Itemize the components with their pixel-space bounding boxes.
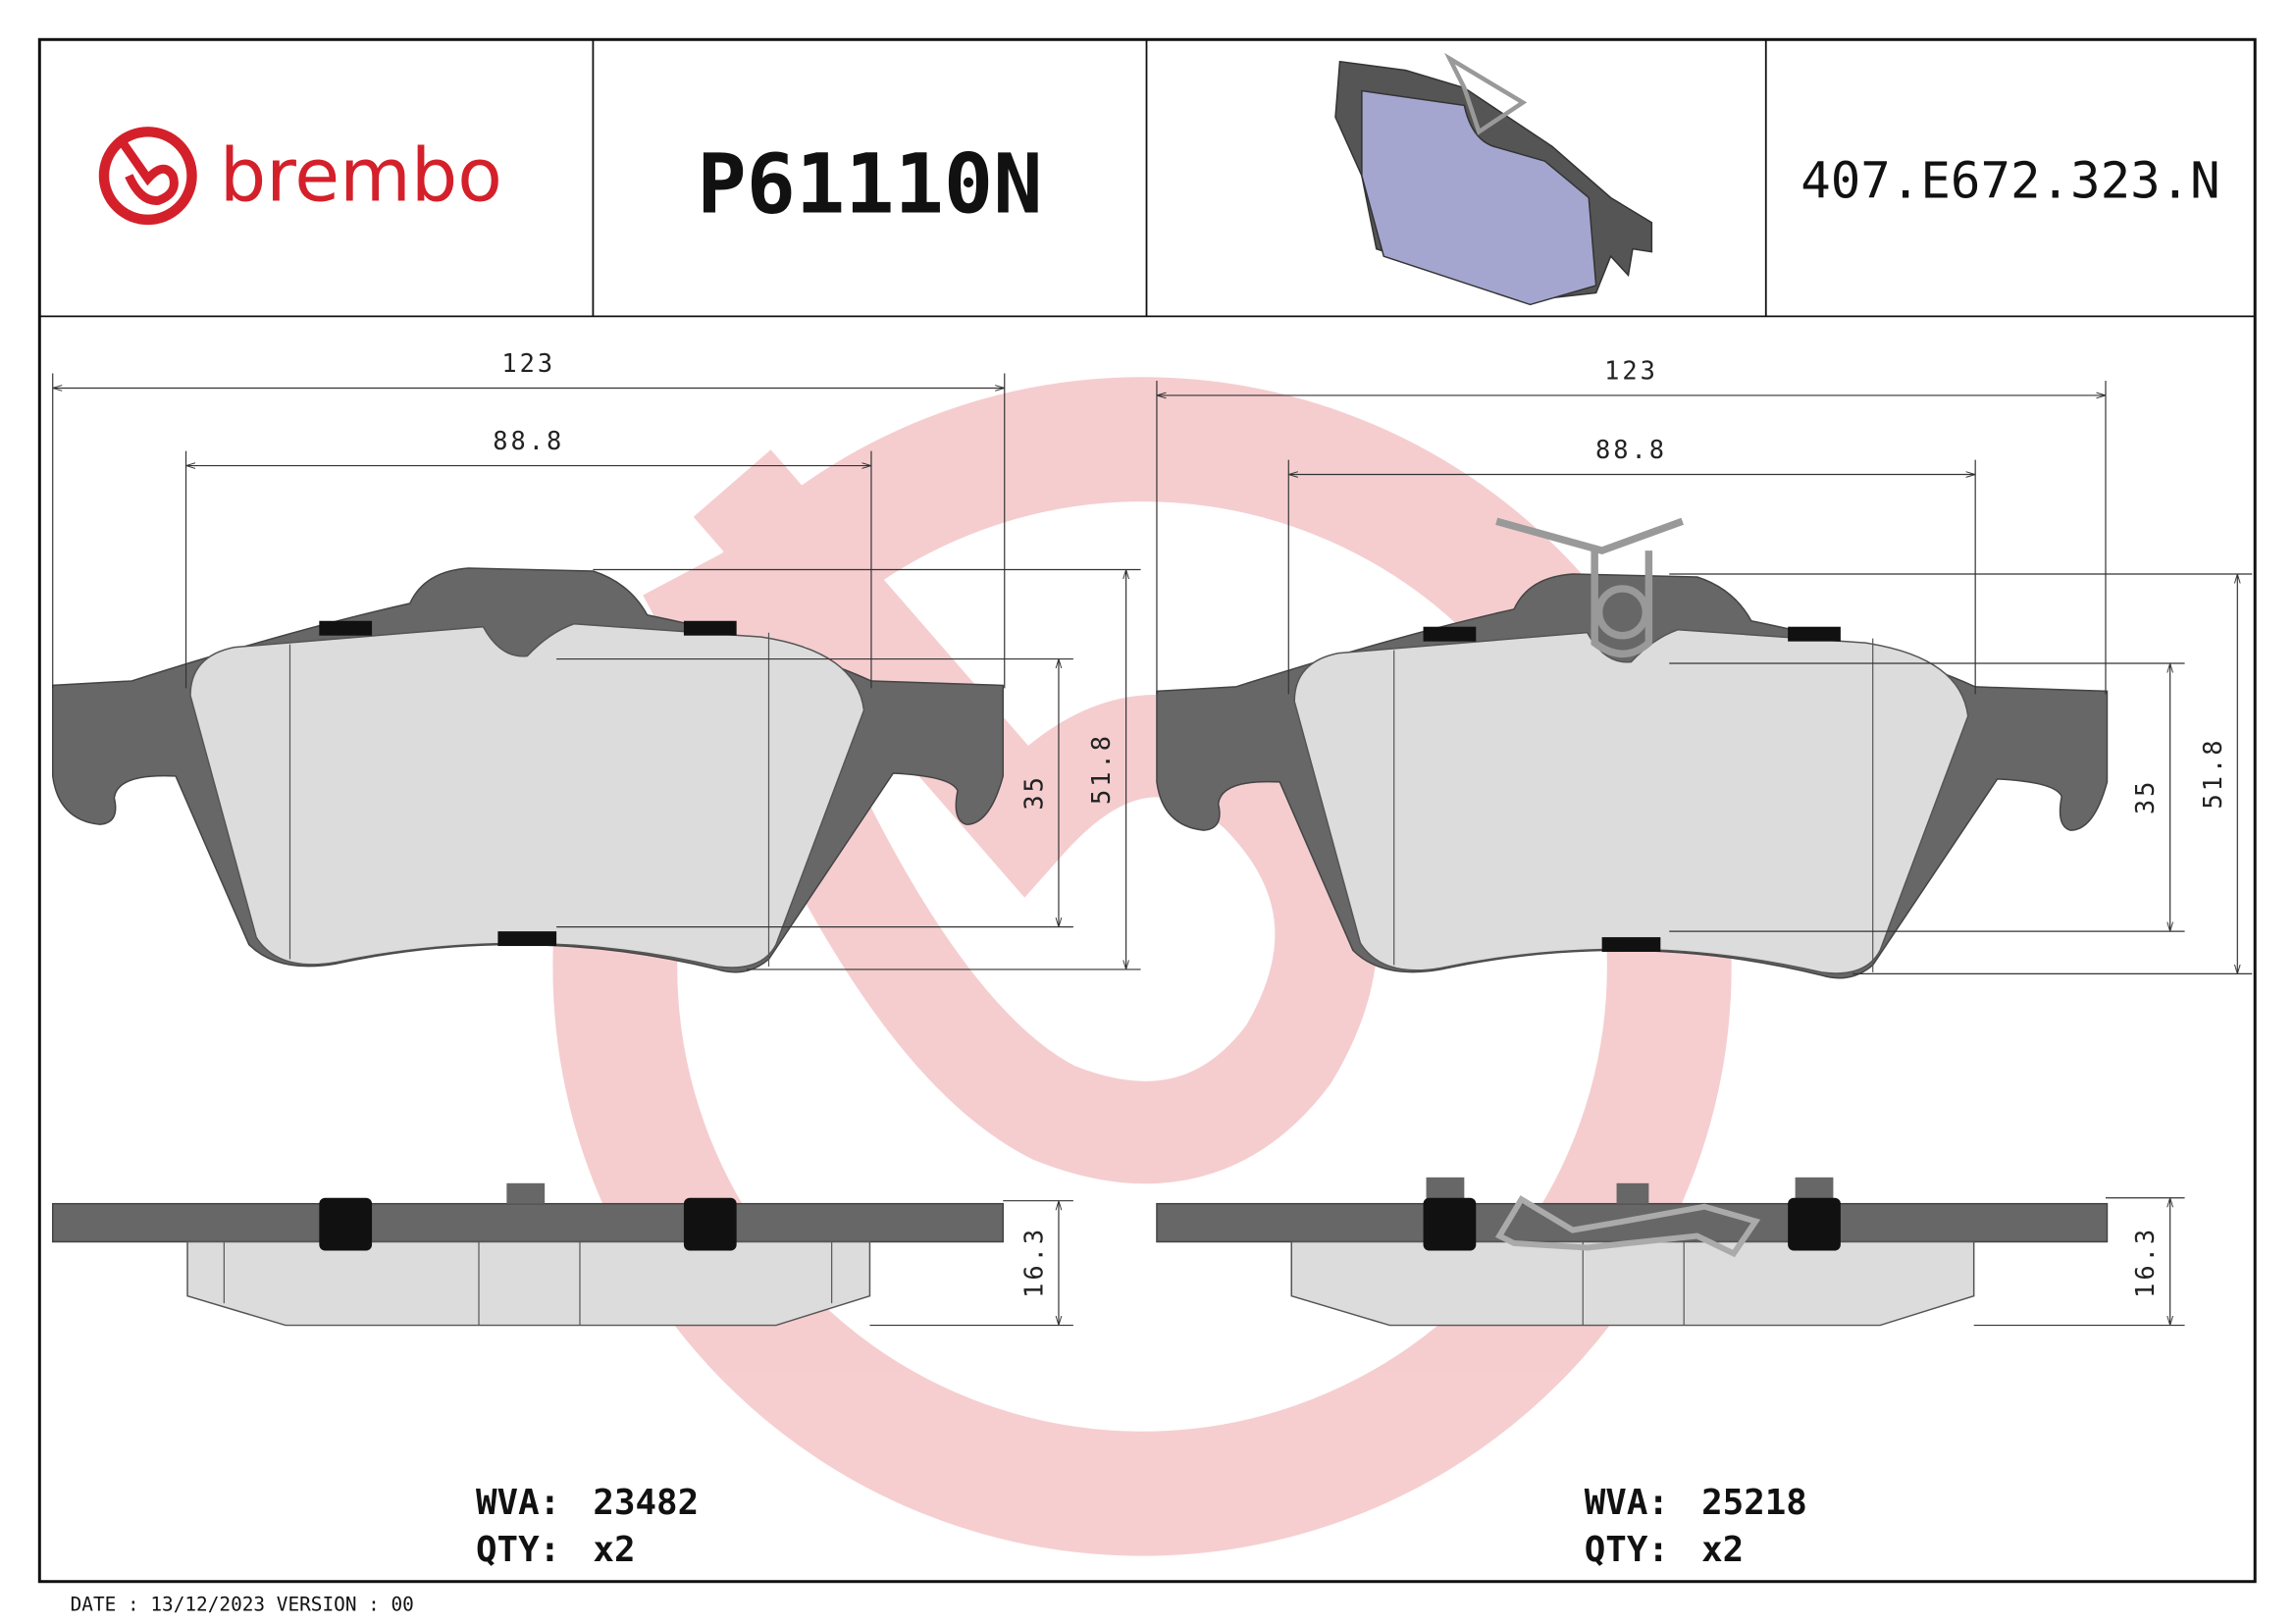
- qty-value: x2: [593, 1530, 635, 1570]
- pad-view: 123 88.8 35 51.8 16.3: [1156, 356, 2253, 1327]
- friction-material: [1293, 628, 1969, 974]
- dimension-label: 88.8: [493, 426, 564, 455]
- dimension-label: 123: [1604, 356, 1658, 386]
- dimension-label: 88.8: [1595, 435, 1667, 464]
- side-friction: [186, 1240, 871, 1327]
- side-backplate: [51, 1202, 1005, 1243]
- wear-clip: [683, 620, 737, 636]
- dimension-label: 51.8: [1086, 733, 1116, 805]
- dimension-label: 35: [2130, 779, 2160, 815]
- wear-clip: [497, 931, 557, 947]
- side-clip: [1788, 1197, 1841, 1251]
- pad-thumbnail: [1334, 52, 1653, 306]
- side-spring: [1494, 1195, 1761, 1258]
- brand-name: brembo: [220, 132, 502, 218]
- side-tab: [1616, 1182, 1649, 1204]
- friction-material: [189, 622, 865, 969]
- wva-label: WVA:: [1585, 1483, 1669, 1523]
- wear-clip: [1788, 626, 1841, 642]
- qty-value: x2: [1701, 1530, 1744, 1570]
- pad-view: 123 88.8 35 51.8 16.3: [51, 348, 1141, 1327]
- qty-label: QTY:: [1585, 1530, 1669, 1570]
- footer-date: DATE : 13/12/2023 VERSION : 00: [71, 1594, 414, 1616]
- side-clip: [1423, 1197, 1477, 1251]
- dimension-label: 16.3: [2130, 1227, 2160, 1298]
- wva-number: 23482: [593, 1483, 699, 1523]
- side-clip: [683, 1197, 737, 1251]
- side-friction: [1290, 1240, 1975, 1327]
- brand-logo: brembo: [98, 127, 502, 226]
- dimension-label: 123: [501, 348, 555, 378]
- wear-clip: [319, 620, 373, 636]
- side-clip: [319, 1197, 373, 1251]
- reference-code: 407.E672.323.N: [1800, 151, 2220, 209]
- side-tab: [506, 1182, 546, 1204]
- spring-clip: [1495, 517, 1684, 657]
- dimension-label: 51.8: [2198, 737, 2227, 809]
- wva-number: 25218: [1701, 1483, 1807, 1523]
- qty-label: QTY:: [476, 1530, 560, 1570]
- wear-clip: [1601, 937, 1661, 953]
- dimension-label: 16.3: [1019, 1227, 1049, 1298]
- wear-clip: [1423, 626, 1477, 642]
- part-number: P61110N: [697, 135, 1042, 232]
- dimension-label: 35: [1019, 774, 1049, 811]
- wva-label: WVA:: [476, 1483, 560, 1523]
